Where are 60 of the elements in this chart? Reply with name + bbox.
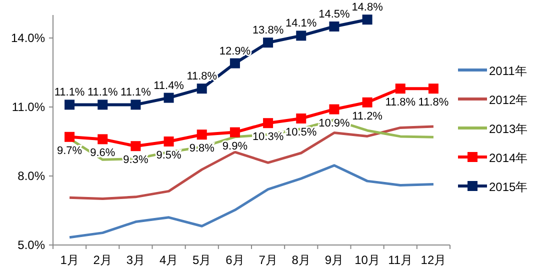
- point: [130, 141, 141, 152]
- y-tick-label: 14.0%: [10, 31, 46, 45]
- data-label: 9.9%: [222, 140, 248, 152]
- point: [362, 97, 372, 108]
- point: [329, 22, 340, 32]
- x-tick-label: 4月: [159, 253, 178, 267]
- point: [98, 134, 108, 144]
- data-label: 13.8%: [252, 24, 284, 37]
- point: [329, 104, 340, 114]
- data-label: 9.5%: [156, 150, 182, 162]
- data-label: 12.9%: [219, 45, 251, 58]
- data-label: 14.1%: [286, 18, 317, 30]
- point: [196, 130, 207, 140]
- point: [395, 84, 406, 94]
- point: [296, 30, 306, 41]
- x-tick-label: 1月: [60, 253, 79, 267]
- point: [362, 14, 372, 25]
- x-tick-label: 2月: [93, 253, 112, 267]
- x-tick-label: 11月: [388, 253, 413, 267]
- data-label: 11.4%: [154, 80, 184, 92]
- x-tick-label: 5月: [192, 253, 212, 267]
- point: [196, 84, 207, 94]
- y-tick-label: 8.0%: [18, 169, 46, 183]
- point: [98, 100, 108, 110]
- x-tick-label: 6月: [226, 253, 244, 267]
- x-tick-label: 8月: [292, 253, 310, 267]
- data-label: 11.8%: [186, 70, 218, 83]
- point: [164, 92, 174, 103]
- data-label: 11.1%: [120, 86, 152, 99]
- point: [230, 58, 240, 68]
- point: [428, 84, 438, 94]
- point: [263, 118, 274, 128]
- data-label: 9.7%: [57, 144, 82, 157]
- legend-label: 2012年: [489, 93, 528, 107]
- data-label: 11.8%: [418, 96, 449, 109]
- data-label: 14.5%: [318, 8, 350, 20]
- y-tick-label: 11.0%: [12, 100, 46, 114]
- data-label: 10.5%: [286, 126, 317, 138]
- point: [230, 127, 240, 138]
- legend-label: 2014年: [489, 151, 528, 165]
- x-tick-label: 12月: [420, 253, 446, 267]
- x-tick-label: 9月: [324, 253, 344, 267]
- data-label: 11.2%: [352, 110, 383, 122]
- x-tick-label: 7月: [258, 253, 278, 267]
- data-label: 11.1%: [87, 86, 118, 99]
- point: [130, 100, 141, 110]
- x-tick-label: 10月: [354, 253, 380, 267]
- data-label: 11.1%: [54, 86, 85, 99]
- point: [296, 114, 306, 124]
- point: [263, 38, 274, 48]
- point: [64, 132, 75, 142]
- legend-label: 2013年: [489, 122, 528, 136]
- y-tick-label: 5.0%: [18, 238, 46, 252]
- data-label: 11.8%: [385, 96, 416, 109]
- point: [164, 136, 174, 146]
- x-tick-label: 3月: [126, 253, 146, 267]
- legend-label: 2011年: [489, 64, 527, 78]
- point: [64, 100, 75, 110]
- data-label: 14.8%: [352, 2, 384, 14]
- legend-label: 2015年: [489, 180, 528, 194]
